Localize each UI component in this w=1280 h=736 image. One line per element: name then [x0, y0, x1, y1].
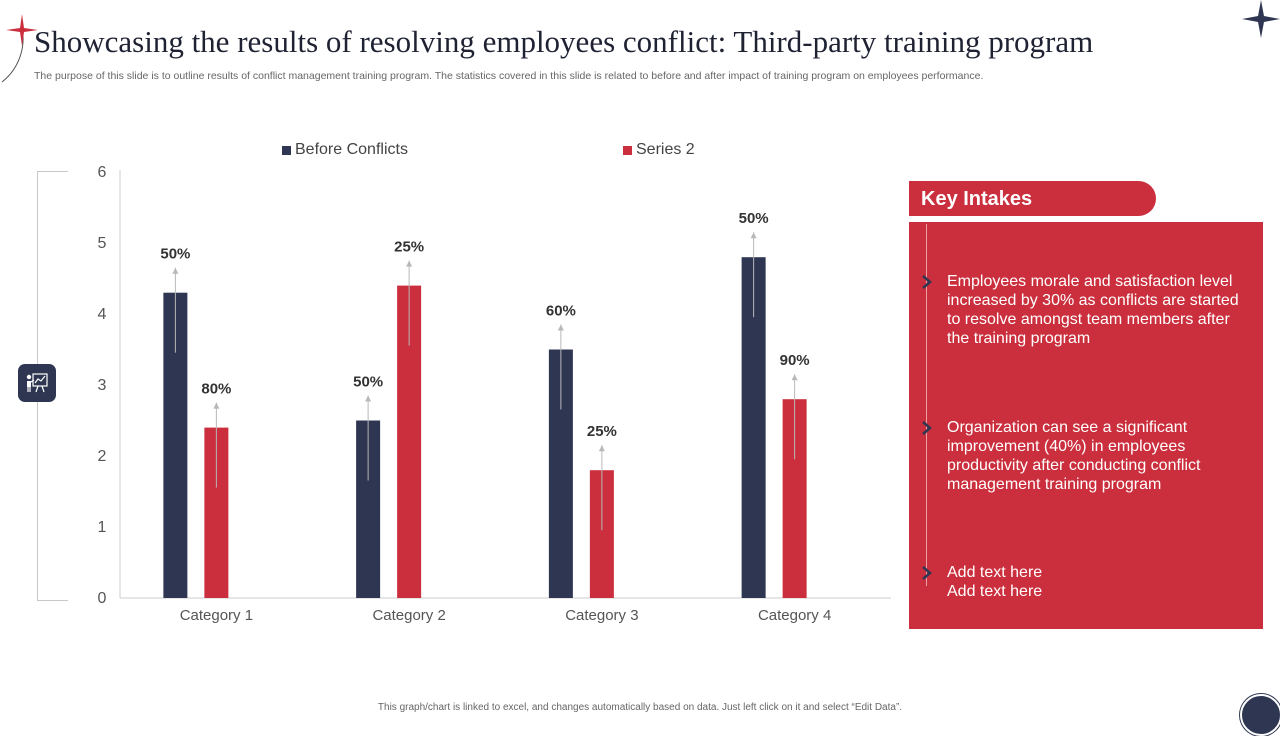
data-label: 50% — [739, 210, 769, 227]
leader-arrowhead — [557, 324, 564, 331]
key-intakes-divider — [926, 224, 927, 586]
data-label: 90% — [780, 352, 810, 369]
data-label: 80% — [201, 381, 231, 398]
legend-label: Before Conflicts — [295, 141, 408, 158]
y-tick-label: 3 — [98, 377, 107, 394]
leader-arrowhead — [791, 374, 798, 381]
data-label: 50% — [353, 374, 383, 391]
chevron-right-icon — [922, 275, 932, 289]
key-point-1: Employees morale and satisfaction level … — [920, 272, 1250, 348]
four-point-star-icon-navy — [1242, 0, 1280, 38]
key-intakes-panel — [909, 222, 1263, 629]
leader-arrowhead — [598, 445, 605, 452]
x-tick-label: Category 2 — [372, 607, 445, 624]
legend-swatch-navy — [282, 145, 291, 155]
leader-arrowhead — [172, 267, 179, 274]
leader-arrowhead — [406, 260, 413, 267]
leader-arrowhead — [365, 395, 372, 402]
legend-series-2: Series 2 — [623, 141, 695, 159]
x-tick-label: Category 1 — [180, 607, 253, 624]
key-point-text: Employees morale and satisfaction level … — [947, 273, 1239, 347]
four-point-star-icon — [6, 14, 38, 46]
y-tick-label: 0 — [98, 590, 107, 607]
y-tick-label: 4 — [98, 306, 107, 323]
y-tick-label: 5 — [98, 235, 107, 252]
y-tick-label: 6 — [98, 164, 107, 181]
key-point-text: Organization can see a significant impro… — [947, 419, 1201, 493]
data-label: 25% — [587, 423, 617, 440]
page-title: Showcasing the results of resolving empl… — [34, 24, 1094, 59]
y-tick-label: 2 — [98, 448, 107, 465]
corner-circle-decoration — [1240, 694, 1280, 736]
legend-before-conflicts: Before Conflicts — [282, 141, 408, 159]
footer-note: This graph/chart is linked to excel, and… — [377, 702, 903, 713]
chevron-right-icon — [922, 421, 932, 435]
chevron-right-icon — [922, 566, 932, 580]
leader-arrowhead — [750, 232, 757, 239]
page-subtitle: The purpose of this slide is to outline … — [34, 70, 984, 82]
data-label: 60% — [546, 303, 576, 320]
x-tick-label: Category 3 — [565, 607, 638, 624]
legend-swatch-red — [623, 145, 632, 155]
key-point-3: Add text here Add text here — [920, 563, 1250, 601]
bar-chart: 0 1 2 3 4 5 6 Category 1 Category 2 Category 3 Cat… — [98, 164, 891, 624]
chart-badge — [18, 364, 56, 402]
key-intakes-title: Key Intakes — [909, 181, 1156, 216]
legend-label: Series 2 — [636, 141, 695, 158]
data-label: 50% — [160, 246, 190, 263]
chart-presentation-icon — [26, 373, 48, 393]
key-point-2: Organization can see a significant impro… — [920, 418, 1250, 494]
x-tick-label: Category 4 — [758, 607, 831, 624]
key-point-text: Add text here Add text here — [947, 564, 1043, 600]
data-label: 25% — [394, 239, 424, 256]
y-tick-label: 1 — [98, 519, 107, 536]
leader-arrowhead — [213, 402, 220, 409]
